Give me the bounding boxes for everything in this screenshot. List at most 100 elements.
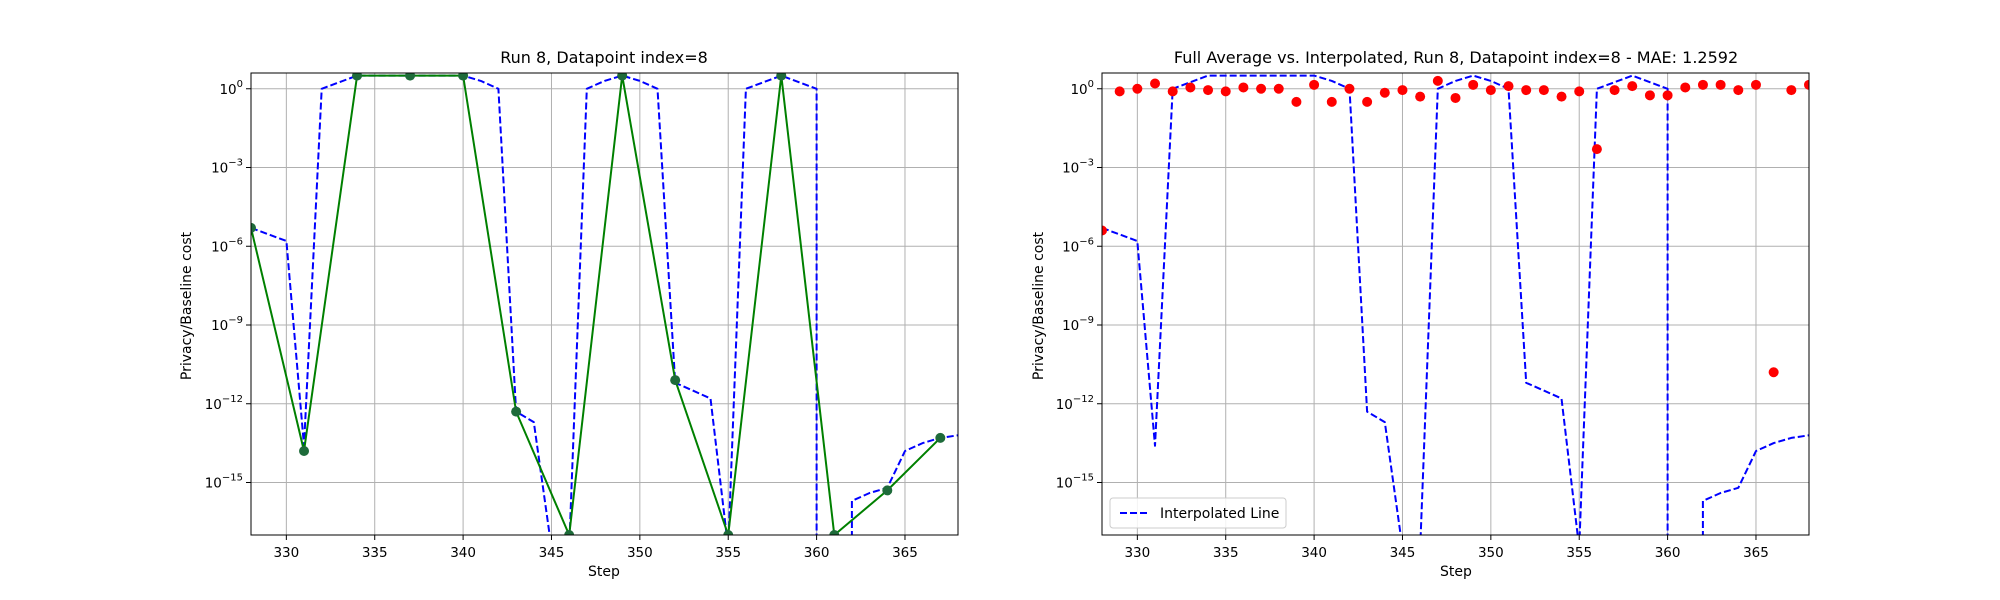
scatter-point: [1309, 79, 1320, 90]
scatter-point: [1291, 96, 1302, 107]
x-tick-label: 365: [1743, 545, 1769, 561]
chart-left-xlabel: Step: [588, 564, 620, 580]
series-marker: [617, 73, 628, 81]
chart-left: Run 8, Datapoint index=8 Step Privacy/Ba…: [179, 48, 959, 580]
y-tick-label: 10−6: [1062, 236, 1094, 255]
series-line-dashed: [1102, 74, 1809, 535]
chart-left-ylabel: Privacy/Baseline cost: [179, 231, 195, 380]
x-tick-label: 340: [450, 545, 476, 561]
x-tick-label: 355: [715, 545, 741, 561]
series-marker: [299, 446, 310, 456]
y-tick-label: 10−12: [1056, 394, 1094, 413]
x-tick-label: 365: [892, 545, 918, 561]
scatter-point: [1150, 78, 1161, 89]
series-marker: [935, 432, 946, 443]
y-tick-label: 10−3: [1062, 158, 1094, 177]
chart-right-ylabel: Privacy/Baseline cost: [1031, 231, 1047, 380]
scatter-point: [1273, 83, 1284, 94]
scatter-point: [1379, 87, 1390, 98]
scatter-point: [1804, 79, 1809, 90]
chart-right-title: Full Average vs. Interpolated, Run 8, Da…: [1174, 48, 1738, 67]
x-tick-label: 340: [1301, 545, 1327, 561]
scatter-point: [1750, 79, 1761, 90]
scatter-point: [1503, 81, 1514, 92]
series-marker: [251, 222, 256, 233]
x-tick-label: 330: [1124, 545, 1150, 561]
scatter-point: [1715, 79, 1726, 90]
y-tick-label: 10−9: [211, 315, 243, 334]
scatter-point: [1256, 83, 1267, 94]
y-tick-label: 10−9: [1062, 315, 1094, 334]
legend-box: [1109, 497, 1287, 529]
legend-label: Interpolated Line: [1160, 506, 1279, 522]
series-marker: [829, 530, 840, 535]
scatter-point: [1733, 85, 1744, 96]
scatter-point: [1627, 81, 1638, 92]
x-tick-label: 350: [1478, 545, 1504, 561]
chart-right: Full Average vs. Interpolated, Run 8, Da…: [1031, 48, 1810, 580]
scatter-point: [1609, 85, 1620, 96]
series-marker: [670, 375, 681, 386]
scatter-point: [1680, 82, 1691, 93]
x-tick-label: 330: [273, 545, 299, 561]
series-marker: [776, 73, 787, 81]
scatter-point: [1786, 85, 1797, 96]
plot-area: [251, 73, 958, 535]
y-tick-label: 10−3: [211, 158, 243, 177]
scatter-point: [1485, 85, 1496, 96]
scatter-point: [1114, 86, 1125, 97]
y-tick-label: 10−15: [205, 473, 243, 492]
scatter-point: [1538, 85, 1549, 96]
y-tick-label: 100: [219, 79, 243, 98]
x-tick-label: 345: [1390, 545, 1416, 561]
scatter-point: [1132, 83, 1143, 94]
legend: Interpolated Line: [1109, 497, 1287, 529]
chart-left-title: Run 8, Datapoint index=8: [500, 48, 708, 67]
scatter-point: [1102, 225, 1107, 236]
scatter-point: [1591, 144, 1602, 155]
series-marker: [458, 73, 469, 81]
axes-frame: [1101, 72, 1810, 536]
axes-frame: [250, 72, 959, 536]
scatter-point: [1220, 86, 1231, 97]
scatter-point: [1432, 75, 1443, 86]
series-marker: [405, 73, 416, 81]
x-tick-label: 345: [539, 545, 565, 561]
scatter-point: [1167, 86, 1178, 97]
scatter-point: [1468, 79, 1479, 90]
y-tick-label: 10−6: [211, 236, 243, 255]
scatter-point: [1238, 82, 1249, 93]
y-tick-label: 100: [1070, 79, 1094, 98]
scatter-point: [1662, 90, 1673, 101]
x-tick-label: 350: [627, 545, 653, 561]
series-marker: [511, 406, 522, 417]
scatter-point: [1344, 83, 1355, 94]
scatter-point: [1644, 90, 1655, 101]
series-marker: [882, 485, 893, 496]
x-tick-label: 360: [804, 545, 830, 561]
scatter-point: [1362, 96, 1373, 107]
y-tick-label: 10−12: [205, 394, 243, 413]
x-tick-label: 360: [1655, 545, 1681, 561]
scatter-point: [1697, 79, 1708, 90]
scatter-point: [1521, 85, 1532, 96]
series-line: [251, 74, 942, 535]
scatter-point: [1397, 85, 1408, 96]
scatter-point: [1556, 91, 1567, 102]
scatter-point: [1768, 367, 1779, 378]
chart-right-xlabel: Step: [1440, 564, 1472, 580]
scatter-point: [1574, 86, 1585, 97]
x-tick-label: 335: [1213, 545, 1239, 561]
scatter-point: [1450, 92, 1461, 103]
series-marker: [352, 73, 363, 81]
series-marker: [723, 530, 734, 535]
x-tick-label: 355: [1566, 545, 1592, 561]
plot-area: [1102, 74, 1809, 535]
scatter-point: [1326, 96, 1337, 107]
series-marker: [564, 530, 575, 535]
x-tick-label: 335: [362, 545, 388, 561]
scatter-point: [1203, 85, 1214, 96]
y-tick-label: 10−15: [1056, 473, 1094, 492]
